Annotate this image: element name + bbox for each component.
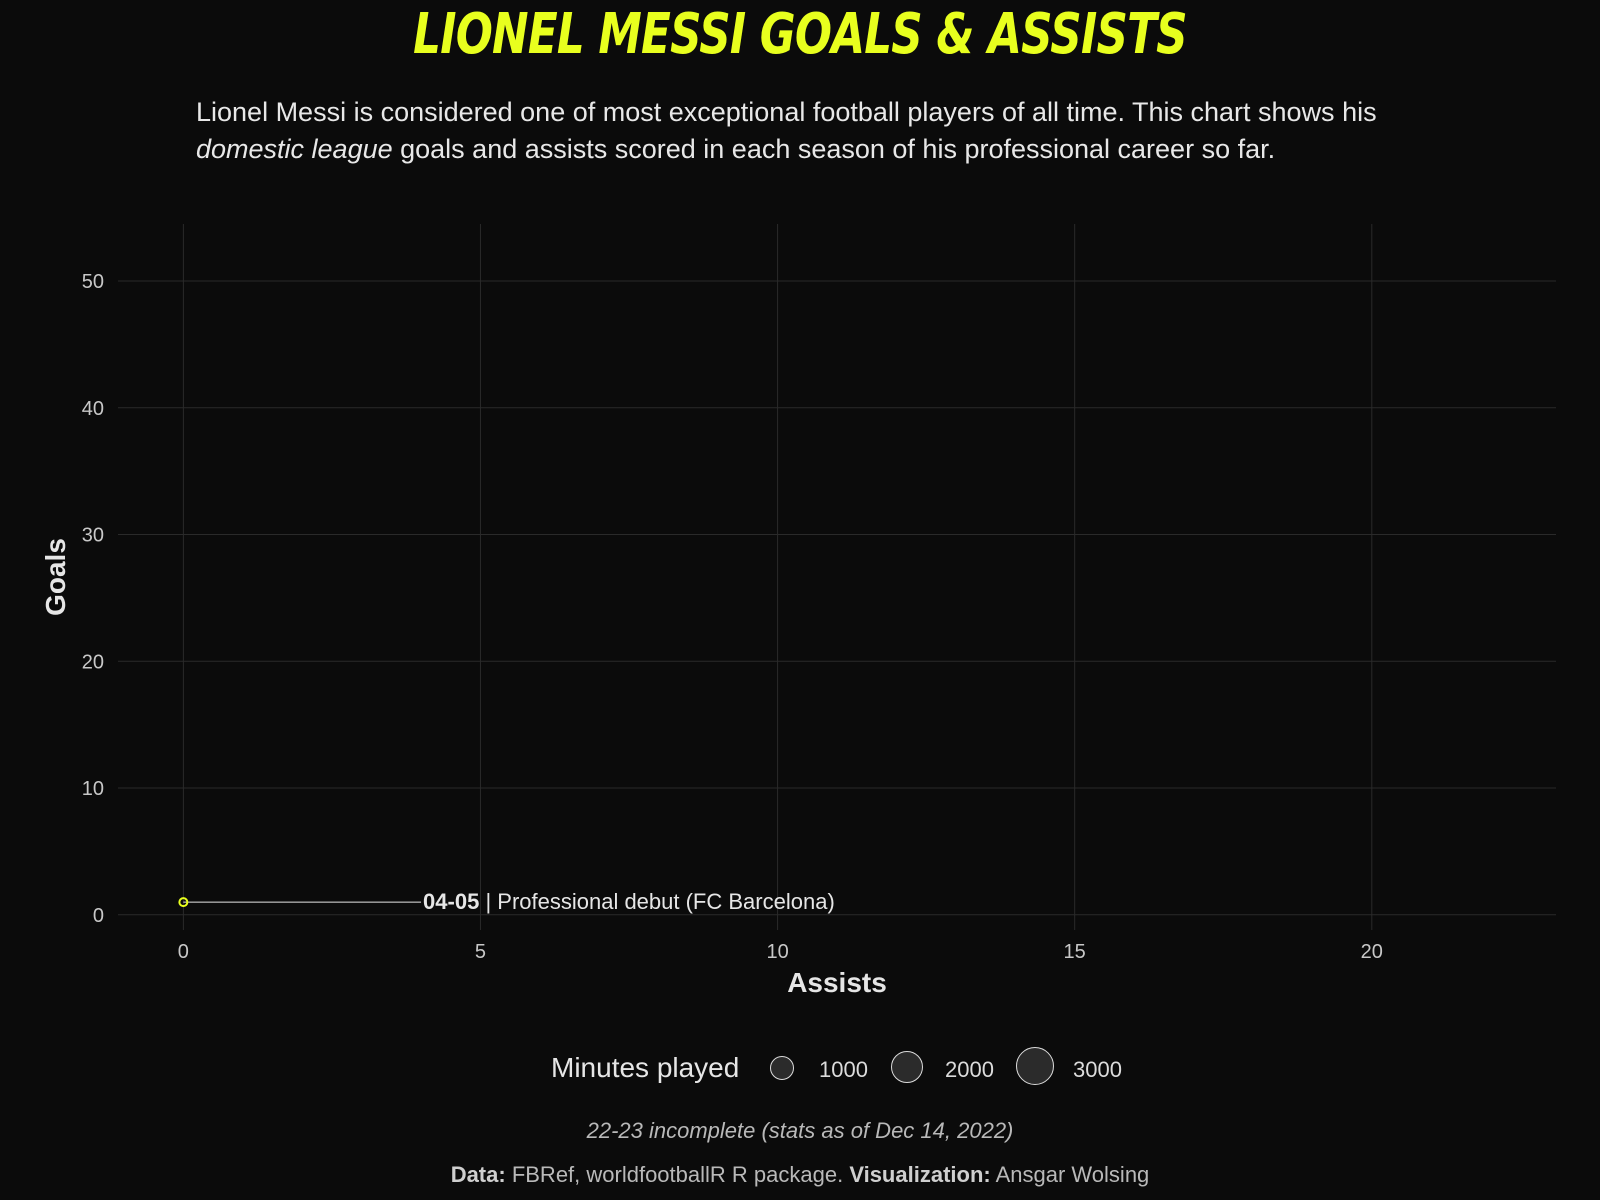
y-tick-labels: 0 10 20 30 40 50 (82, 271, 104, 927)
x-tick-label: 5 (475, 941, 486, 963)
y-tick-label: 40 (82, 398, 104, 420)
annotation-text: | Professional debut (FC Barcelona) (479, 889, 834, 914)
caption-note: 22-23 incomplete (stats as of Dec 14, 20… (586, 1118, 1014, 1143)
y-axis-label: Goals (40, 538, 71, 616)
y-tick-label: 50 (82, 271, 104, 293)
chart-title: LIONEL MESSI GOALS & ASSISTS (413, 2, 1187, 67)
size-legend: Minutes played 1000 2000 3000 (0, 1046, 1600, 1090)
x-axis-label: Assists (787, 967, 887, 998)
scatter-plot: 0 5 10 15 20 0 10 20 30 40 50 04-05 | Professiona… (40, 224, 1556, 998)
legend-circle-large (1016, 1047, 1054, 1085)
annotation-season: 04-05 (423, 889, 479, 914)
legend-circle-medium (891, 1051, 923, 1083)
subtitle-part1: Lionel Messi is considered one of most e… (196, 97, 1377, 127)
x-tick-label: 15 (1064, 941, 1086, 963)
credits-data-label: Data: (450, 1162, 506, 1187)
y-tick-label: 10 (82, 778, 104, 800)
x-tick-label: 0 (178, 941, 189, 963)
legend-label: 3000 (1073, 1057, 1122, 1082)
credits: Data: FBRef, worldfootballR R package. V… (0, 1162, 1600, 1188)
x-tick-label: 20 (1361, 941, 1383, 963)
annotation-label: 04-05 | Professional debut (FC Barcelona… (423, 889, 835, 914)
grid-lines (118, 224, 1556, 930)
legend-label: 1000 (819, 1057, 868, 1082)
chart-subtitle: Lionel Messi is considered one of most e… (196, 94, 1426, 168)
y-tick-label: 20 (82, 651, 104, 673)
x-tick-labels: 0 5 10 15 20 (178, 941, 1383, 963)
x-tick-label: 10 (766, 941, 788, 963)
data-point (178, 897, 189, 908)
legend-circle-small (770, 1056, 794, 1080)
subtitle-part2: goals and assists scored in each season … (392, 134, 1276, 164)
y-tick-label: 30 (82, 525, 104, 547)
credits-viz-text: Ansgar Wolsing (990, 1162, 1150, 1187)
y-tick-label: 0 (93, 905, 104, 927)
subtitle-emphasis: domestic league (196, 134, 393, 164)
legend-label: 2000 (945, 1057, 994, 1082)
credits-viz-label: Visualization: (849, 1162, 991, 1187)
data-marks: 04-05 | Professional debut (FC Barcelona… (178, 889, 835, 914)
credits-data-text: FBRef, worldfootballR R package. (505, 1162, 850, 1187)
legend-title: Minutes played (551, 1052, 740, 1083)
